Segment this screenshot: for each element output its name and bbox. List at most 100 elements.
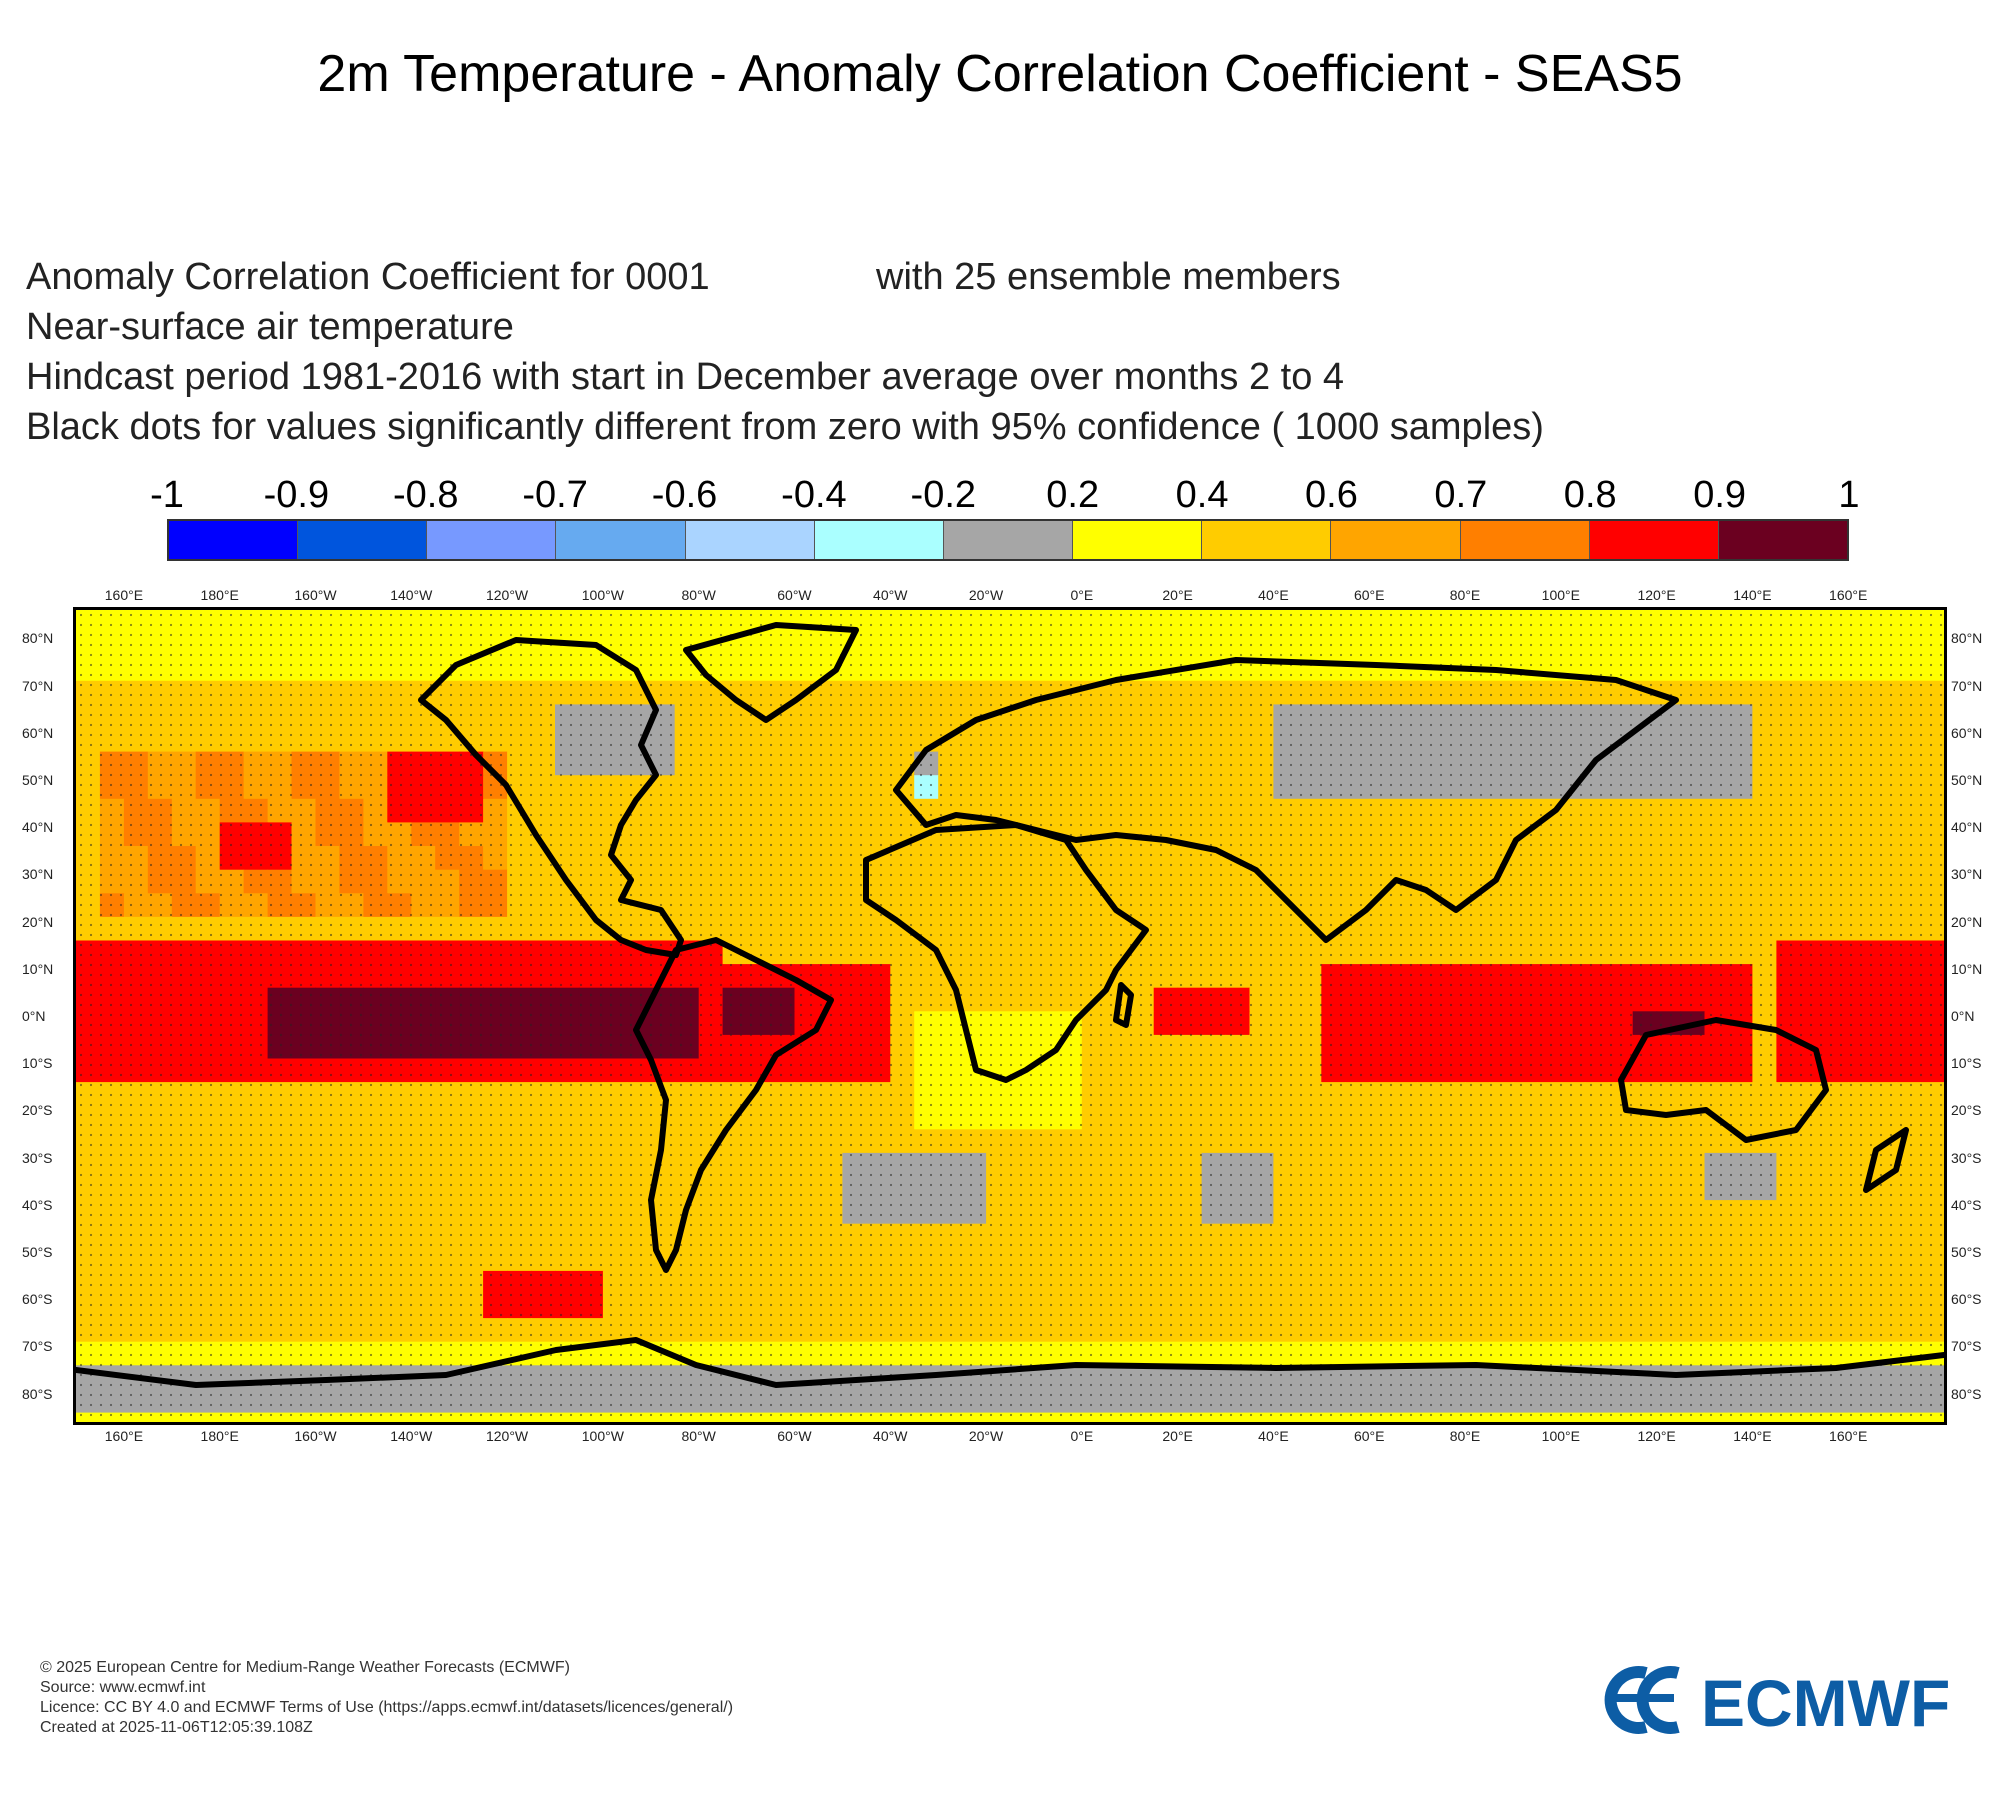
latitude-label: 30°N (22, 866, 54, 883)
latitude-label: 80°S (1951, 1385, 1982, 1402)
longitude-label: 80°W (681, 587, 716, 603)
latitude-label: 70°N (22, 677, 54, 694)
coastline-south-america (633, 937, 834, 1273)
colorbar-segment (1718, 521, 1848, 559)
longitude-label: 100°E (1541, 1428, 1580, 1444)
ecmwf-logo-text: ECMWF (1701, 1666, 1950, 1735)
colorbar-segment (556, 521, 686, 559)
latitude-label: 60°N (22, 724, 54, 741)
longitude-label: 120°W (485, 587, 529, 603)
coastline-greenland (683, 622, 859, 723)
longitude-label: 120°E (1637, 1428, 1676, 1444)
longitude-label: 180°E (200, 587, 239, 603)
latitude-label: 70°S (22, 1338, 53, 1355)
latitude-label: 0°N (22, 1008, 46, 1024)
latitude-label: 80°N (1951, 630, 1983, 647)
latitude-label: 70°S (1951, 1338, 1982, 1355)
licence-text: Licence: CC BY 4.0 and ECMWF Terms of Us… (40, 1699, 734, 1716)
longitude-label: 160°E (1829, 1428, 1868, 1444)
colorbar-label: 0.2 (1046, 474, 1100, 516)
latitude-label: 30°S (22, 1149, 53, 1166)
longitude-label: 0°E (1070, 587, 1094, 603)
longitude-label: 60°E (1353, 1428, 1385, 1444)
colorbar-segment (1073, 521, 1203, 559)
colorbar-segment (169, 521, 299, 559)
longitude-label: 80°W (681, 1428, 716, 1444)
colorbar-label: -0.6 (651, 474, 718, 516)
longitude-label: 120°W (485, 1428, 529, 1444)
colorbar-label: 1 (1838, 474, 1860, 516)
latitude-label: 40°S (22, 1196, 53, 1213)
longitude-label: 160°W (294, 1428, 337, 1444)
longitude-label: 40°E (1258, 1428, 1289, 1444)
subtitle-line-4: Black dots for values significantly diff… (26, 406, 1544, 448)
latitude-label: 30°S (1951, 1149, 1982, 1166)
footer: © 2025 European Centre for Medium-Range … (40, 1658, 733, 1738)
longitude-label: 180°E (200, 1428, 239, 1444)
latitude-label: 70°N (1951, 677, 1983, 694)
chart-title: 2m Temperature - Anomaly Correlation Coe… (317, 45, 1683, 103)
latitude-label: 50°S (1951, 1244, 1982, 1261)
colorbar-label: -1 (150, 474, 184, 516)
colorbar-label: -0.9 (263, 474, 330, 516)
longitude-label: 100°W (581, 1428, 624, 1444)
colorbar-segment (943, 521, 1074, 559)
colorbar-label: -0.8 (393, 474, 459, 516)
latitude-label: 50°N (1951, 771, 1983, 788)
latitude-label: 20°S (1951, 1102, 1982, 1119)
longitude-label: 20°W (968, 1428, 1004, 1444)
longitude-label: 0°E (1070, 1428, 1094, 1444)
latitude-label: 20°S (22, 1102, 53, 1119)
longitude-label: 140°W (390, 587, 433, 603)
latitude-label: 50°S (22, 1244, 53, 1261)
colorbar-segment (814, 521, 944, 559)
coastline-antarctica (76, 1337, 1944, 1388)
copyright-text: © 2025 European Centre for Medium-Range … (40, 1659, 570, 1676)
longitude-label: 160°E (104, 1428, 144, 1444)
ecmwf-logo-mark (1604, 1666, 1680, 1734)
subtitle-line-3: Hindcast period 1981-2016 with start in … (26, 356, 1345, 398)
colorbar-label: -0.4 (781, 474, 847, 516)
colorbar-segment (685, 521, 815, 559)
latitude-label: 30°N (1951, 866, 1983, 883)
longitude-label: 100°E (1541, 587, 1580, 603)
latitude-label: 60°N (1951, 724, 1983, 741)
longitude-label: 160°E (1829, 587, 1868, 603)
coastline-australia (1618, 1017, 1829, 1143)
coastline-madagascar (1113, 982, 1134, 1028)
latitude-label: 20°N (22, 913, 54, 930)
longitude-label: 40°W (873, 587, 908, 603)
colorbar-label: 0.4 (1175, 474, 1229, 516)
significance-dot-layer (76, 610, 1944, 1422)
latitude-label: 10°N (22, 960, 54, 977)
longitude-label: 80°E (1449, 1428, 1481, 1444)
latitude-label: 40°N (22, 819, 54, 836)
colorbar (167, 519, 1849, 561)
subtitle-line-1: Anomaly Correlation Coefficient for 0001 (26, 256, 710, 298)
subtitle-line-1-ensemble: with 25 ensemble members (876, 256, 1341, 298)
longitude-label: 160°W (294, 587, 337, 603)
map-panel (73, 607, 1947, 1425)
colorbar-segment (1589, 521, 1719, 559)
latitude-label: 50°N (22, 771, 54, 788)
latitude-label: 80°N (22, 630, 54, 647)
longitude-label: 60°E (1353, 587, 1385, 603)
significance-dots (76, 610, 1944, 1422)
longitude-labels-top: 160°E 180°E 160°W 140°W 120°W 100°W 80°W 60°W 40… (0, 587, 2000, 607)
longitude-label: 100°W (581, 587, 624, 603)
ecmwf-logo: ECMWF (1604, 1666, 1950, 1735)
longitude-label: 160°E (104, 587, 144, 603)
coastline-new-zealand (1863, 1127, 1909, 1193)
latitude-label: 10°S (1951, 1055, 1982, 1072)
coastline-eurasia (893, 657, 1679, 943)
longitude-label: 40°E (1258, 587, 1289, 603)
latitude-label: 10°N (1951, 960, 1983, 977)
longitude-label: 20°E (1162, 1428, 1193, 1444)
colorbar-segment (1460, 521, 1590, 559)
colorbar-label: 0.8 (1563, 474, 1617, 516)
source-link[interactable]: Source: www.ecmwf.int (40, 1679, 206, 1696)
coastline-africa (863, 822, 1149, 1083)
colorbar-label: -0.7 (522, 474, 588, 516)
colorbar-segment (427, 521, 557, 559)
longitude-label: 140°E (1733, 1428, 1772, 1444)
